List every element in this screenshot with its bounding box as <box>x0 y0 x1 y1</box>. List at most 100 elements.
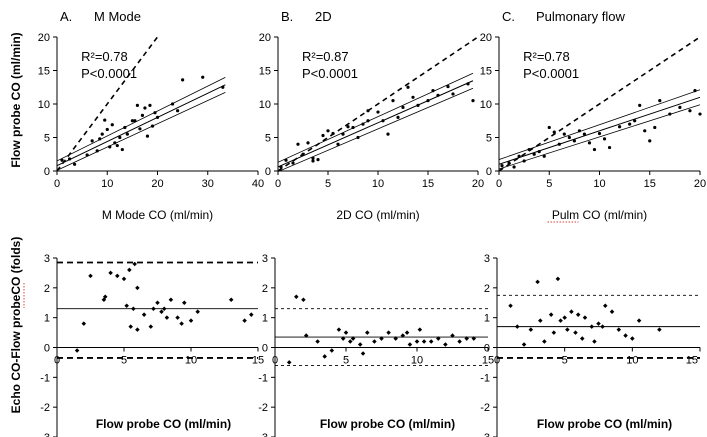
p-value-label: P<0.0001 <box>81 66 137 81</box>
data-point <box>120 147 124 152</box>
data-point <box>115 143 119 148</box>
data-point <box>538 318 543 323</box>
data-point <box>322 354 327 359</box>
data-point <box>386 330 391 335</box>
data-point <box>182 300 187 306</box>
y-tick-label: 15 <box>38 66 50 78</box>
data-point <box>148 324 154 329</box>
data-point <box>145 134 150 138</box>
data-point <box>130 119 134 123</box>
data-point <box>249 312 254 317</box>
y-tick-label: -2 <box>258 402 268 414</box>
x-tick-label: 20 <box>151 178 163 190</box>
data-point <box>557 142 561 146</box>
data-point <box>90 139 94 143</box>
data-point <box>123 125 127 130</box>
data-point <box>135 327 140 332</box>
x-tick-label: 40 <box>252 178 264 190</box>
data-point <box>582 132 587 136</box>
data-point <box>406 85 410 89</box>
y-tick-label: -2 <box>480 402 490 414</box>
data-point <box>351 125 355 130</box>
regression-line <box>278 80 474 168</box>
data-point <box>124 303 129 308</box>
data-point <box>135 103 139 107</box>
y-tick-label: -1 <box>40 372 50 384</box>
data-point <box>125 132 129 136</box>
data-point <box>633 119 637 123</box>
y-tick-label: 3 <box>44 253 50 265</box>
x-tick-label: 15 <box>686 355 698 367</box>
data-point <box>164 315 170 320</box>
y-tick-label: 0 <box>484 343 490 355</box>
y-tick-label: 15 <box>480 66 492 78</box>
identity-line <box>278 36 479 172</box>
data-point <box>528 327 534 332</box>
y-tick-label: 0 <box>262 343 268 355</box>
x-tick-label: 0 <box>496 178 502 190</box>
data-point <box>360 351 366 356</box>
data-point <box>648 139 652 143</box>
x-tick-label: 0 <box>494 355 500 367</box>
data-point <box>532 152 536 156</box>
panel-letter: C. <box>502 9 515 24</box>
data-point <box>176 109 180 113</box>
data-point <box>428 339 434 344</box>
data-point <box>366 119 370 123</box>
x-axis-label: Flow probe CO (ml/min) <box>96 417 231 431</box>
data-point <box>150 124 155 128</box>
data-point <box>537 149 541 154</box>
x-tick-label: 10 <box>372 178 384 190</box>
x-tick-label: 20 <box>472 178 484 190</box>
r-squared-label: R²=0.78 <box>523 49 570 64</box>
y-tick-label: -2 <box>40 402 50 414</box>
data-point <box>143 106 147 110</box>
data-point <box>95 149 99 153</box>
y-tick-label: 10 <box>38 99 50 111</box>
data-point <box>294 294 299 300</box>
data-point <box>179 321 184 326</box>
data-point <box>693 89 697 93</box>
data-point <box>132 261 137 267</box>
data-point <box>596 321 601 326</box>
data-point <box>372 339 377 344</box>
x-tick-label: 5 <box>562 355 568 367</box>
data-point <box>291 161 295 165</box>
data-point <box>414 339 420 344</box>
data-point <box>228 297 234 303</box>
x-tick-label: 15 <box>422 178 434 190</box>
data-point <box>562 132 566 136</box>
p-value-label: P<0.0001 <box>302 66 358 81</box>
data-point <box>643 129 647 133</box>
data-point <box>426 99 430 103</box>
data-point <box>306 141 310 145</box>
p-value-label: P<0.0001 <box>523 66 579 81</box>
data-point <box>85 153 89 157</box>
data-point <box>657 327 662 332</box>
y-tick-label: 1 <box>484 313 490 325</box>
data-point <box>108 145 112 149</box>
plot-area <box>57 36 226 172</box>
data-point <box>401 105 405 109</box>
data-point <box>386 132 390 136</box>
scatter-panel-2d: 0 5 10 15 20 0 5 10 15 20 B. 2D R²=0.87 P<0.0001 2D CO… <box>259 9 484 222</box>
data-point <box>105 127 109 132</box>
data-point <box>552 130 556 134</box>
y-tick-label: -3 <box>480 432 490 437</box>
data-point <box>411 95 415 99</box>
identity-line <box>499 36 701 172</box>
y-tick-label: 5 <box>486 133 492 145</box>
data-point <box>343 330 349 335</box>
data-point <box>567 135 571 140</box>
x-tick-label: 10 <box>626 355 638 367</box>
data-point <box>618 125 622 129</box>
panel-title: Pulmonary flow <box>536 9 625 24</box>
data-point <box>535 279 540 285</box>
data-point <box>357 342 363 347</box>
plot-area <box>286 294 477 365</box>
x-tick-label: 0 <box>272 355 278 367</box>
data-point <box>326 129 330 133</box>
data-point <box>346 125 350 129</box>
x-tick-label: 5 <box>343 355 349 367</box>
